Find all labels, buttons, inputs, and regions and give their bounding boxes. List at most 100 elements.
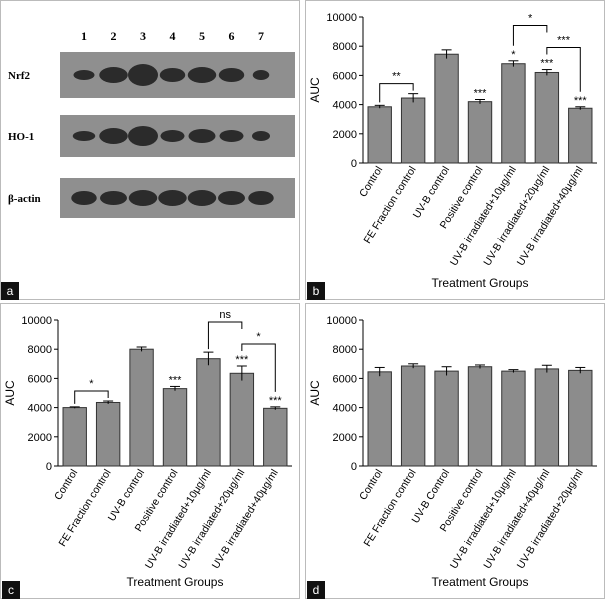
band <box>128 190 158 206</box>
significance: *** <box>574 95 588 107</box>
panel-label: d <box>313 583 320 597</box>
panel-label: b <box>313 284 320 298</box>
bar <box>568 107 593 164</box>
band <box>158 190 187 206</box>
lane-label: 1 <box>81 29 87 43</box>
significance: *** <box>557 35 571 47</box>
bar <box>501 370 526 467</box>
y-tick-label: 4000 <box>28 403 52 415</box>
bar <box>62 407 87 467</box>
y-tick-label: 4000 <box>333 403 357 415</box>
band <box>72 131 96 141</box>
y-axis-title: AUC <box>3 380 17 406</box>
bracket <box>241 343 276 392</box>
x-axis-title: Treatment Groups <box>127 575 224 589</box>
y-tick-label: 2000 <box>28 432 52 444</box>
y-tick-label: 10000 <box>21 315 52 327</box>
panel-label-box <box>307 282 325 300</box>
band <box>100 191 127 205</box>
y-tick-label: 8000 <box>333 41 357 53</box>
significance: *** <box>235 354 249 366</box>
bracket <box>546 47 581 92</box>
panel-label: c <box>8 583 14 597</box>
y-tick-label: 2000 <box>333 432 357 444</box>
lane-label: 6 <box>229 29 235 43</box>
bracket <box>379 83 414 103</box>
y-tick-label: 4000 <box>333 100 357 112</box>
significance: * <box>528 13 533 25</box>
lane-label: 7 <box>258 29 264 43</box>
bar <box>568 369 593 467</box>
lane-label: 3 <box>140 29 146 43</box>
significance: * <box>511 49 516 61</box>
band <box>99 128 128 144</box>
band <box>99 67 128 83</box>
bar <box>129 348 154 467</box>
row-label: HO-1 <box>8 131 34 143</box>
y-tick-label: 10000 <box>326 12 357 24</box>
bar <box>534 71 560 164</box>
y-tick-label: 8000 <box>28 344 52 356</box>
y-axis-title: AUC <box>308 380 322 406</box>
bar <box>162 388 188 467</box>
band <box>248 191 274 205</box>
bar <box>434 370 459 467</box>
bar <box>467 101 493 164</box>
bar <box>434 53 459 164</box>
significance: *** <box>169 374 183 386</box>
lane-label: 5 <box>199 29 205 43</box>
y-tick-label: 2000 <box>333 129 357 141</box>
band <box>128 126 158 146</box>
significance: ** <box>392 71 401 83</box>
panel-label-box <box>2 581 20 599</box>
y-tick-label: 6000 <box>28 373 52 385</box>
bar <box>534 368 560 467</box>
bar <box>467 366 493 467</box>
bar <box>95 401 121 467</box>
lane-label: 4 <box>170 29 176 43</box>
band <box>218 191 245 205</box>
significance: * <box>256 331 261 343</box>
band <box>187 190 217 206</box>
bar <box>263 407 288 467</box>
bar <box>367 106 392 164</box>
panel-label-box <box>1 282 19 300</box>
panel-label-box <box>307 581 325 599</box>
y-axis-title: AUC <box>308 77 322 103</box>
band <box>188 129 216 143</box>
x-axis-title: Treatment Groups <box>432 575 529 589</box>
bar <box>367 371 392 467</box>
row-label: Nrf2 <box>8 70 30 82</box>
significance: *** <box>269 395 283 407</box>
lane-label: 2 <box>111 29 117 43</box>
bracket <box>512 25 548 46</box>
band <box>218 68 245 82</box>
band <box>159 68 186 82</box>
y-tick-label: 10000 <box>326 315 357 327</box>
band <box>252 131 270 141</box>
significance: * <box>89 378 94 390</box>
bar <box>501 63 526 164</box>
bracket <box>74 390 109 404</box>
y-tick-label: 0 <box>351 461 357 473</box>
y-tick-label: 6000 <box>333 70 357 82</box>
bracket <box>207 321 243 350</box>
bar <box>400 97 426 164</box>
panel-label: a <box>7 284 14 298</box>
band <box>252 70 270 80</box>
y-tick-label: 0 <box>46 461 52 473</box>
significance: ns <box>219 309 231 321</box>
band <box>160 130 185 142</box>
band <box>128 64 158 86</box>
y-tick-label: 8000 <box>333 344 357 356</box>
x-axis-title: Treatment Groups <box>432 276 529 290</box>
significance: *** <box>540 58 554 70</box>
band <box>187 67 217 83</box>
bar <box>196 358 221 467</box>
significance: *** <box>474 87 488 99</box>
band <box>73 70 95 80</box>
y-tick-label: 6000 <box>333 373 357 385</box>
band <box>219 130 244 142</box>
row-label: β-actin <box>8 193 41 205</box>
